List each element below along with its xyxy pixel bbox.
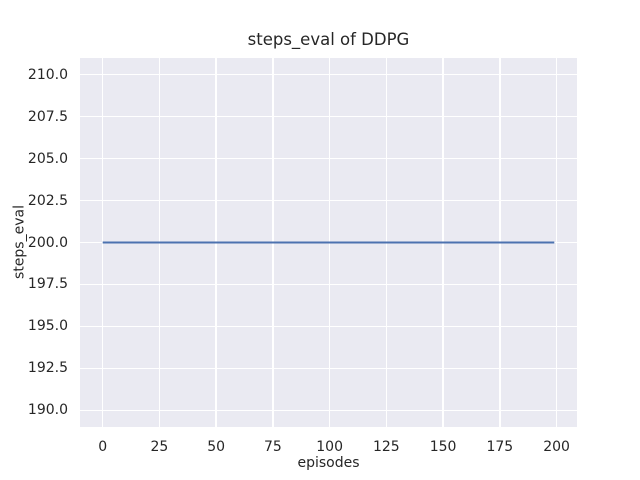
y-tick-label: 190.0	[27, 402, 68, 419]
y-gridline	[80, 116, 577, 118]
x-tick-label: 0	[98, 439, 108, 455]
y-tick-label: 200.0	[27, 234, 68, 251]
x-tick-label: 75	[263, 439, 282, 455]
x-tick-label: 100	[316, 439, 343, 455]
y-tick-label: 192.5	[27, 360, 68, 377]
y-axis-label: steps_eval	[11, 205, 28, 279]
chart-title: steps_eval of DDPG	[247, 30, 410, 49]
y-tick-label: 207.5	[27, 108, 68, 125]
y-gridline	[80, 157, 577, 160]
x-tick-label: 125	[372, 439, 400, 455]
x-tick-label: 25	[150, 439, 169, 455]
y-gridline	[80, 409, 577, 411]
x-tick-label: 150	[429, 439, 457, 455]
y-tick-label: 210.0	[27, 66, 68, 83]
y-gridline	[80, 199, 577, 202]
y-gridline	[80, 367, 577, 369]
y-tick-label: 195.0	[27, 318, 68, 335]
y-gridline	[80, 325, 577, 328]
y-tick-label: 202.5	[27, 192, 68, 209]
x-tick-label: 200	[543, 439, 570, 455]
x-tick-label: 175	[486, 439, 514, 455]
y-tick-label: 197.5	[27, 276, 68, 293]
y-tick-label: 205.0	[27, 150, 68, 167]
x-tick-label: 50	[207, 439, 226, 455]
y-gridline	[80, 74, 577, 76]
y-gridline	[80, 283, 577, 286]
x-axis-label: episodes	[297, 455, 360, 471]
